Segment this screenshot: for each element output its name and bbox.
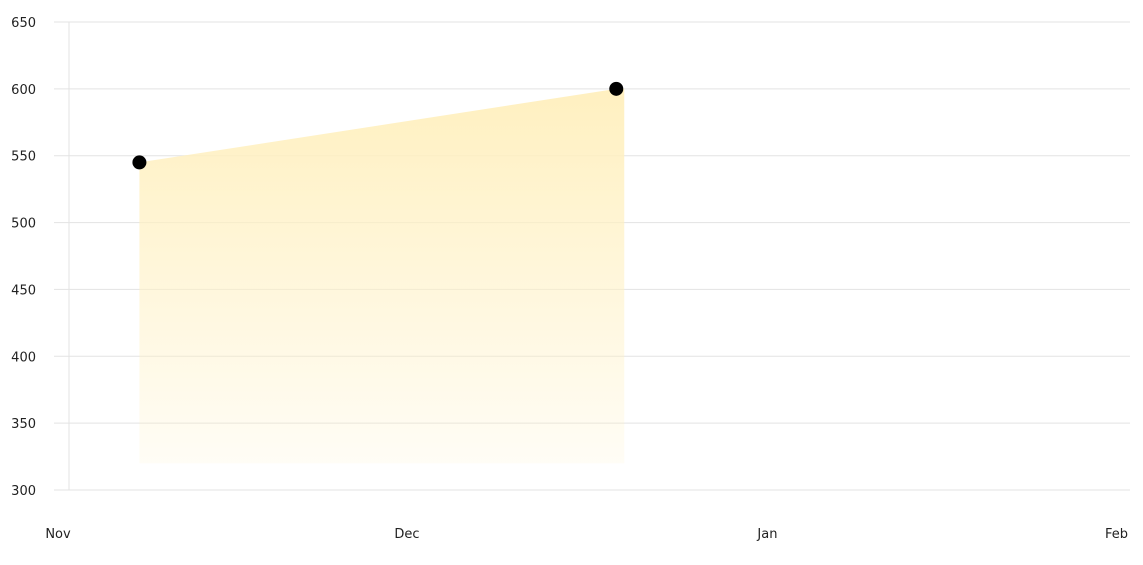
y-tick-label: 650 <box>11 16 36 31</box>
y-tick-label: 400 <box>11 350 36 365</box>
x-tick-label: Feb <box>1105 527 1128 542</box>
y-tick-label: 500 <box>11 217 36 232</box>
x-tick-label: Jan <box>756 527 777 542</box>
area-layer <box>139 88 625 464</box>
data-points <box>132 81 624 170</box>
x-tick-label: Dec <box>394 527 419 542</box>
y-tick-label: 600 <box>11 83 36 98</box>
data-point-0[interactable] <box>132 155 147 170</box>
y-tick-labels: 300 350 400 450 500 550 600 650 <box>11 16 36 499</box>
x-tick-label: Nov <box>45 527 71 542</box>
y-tick-label: 350 <box>11 417 36 432</box>
area-fill-0 <box>139 88 625 464</box>
y-tick-label: 300 <box>11 484 36 499</box>
data-point-1[interactable] <box>609 81 624 96</box>
y-tick-label: 450 <box>11 283 36 298</box>
x-tick-labels: Nov Dec Jan Feb <box>45 527 1128 542</box>
y-tick-label: 550 <box>11 150 36 165</box>
